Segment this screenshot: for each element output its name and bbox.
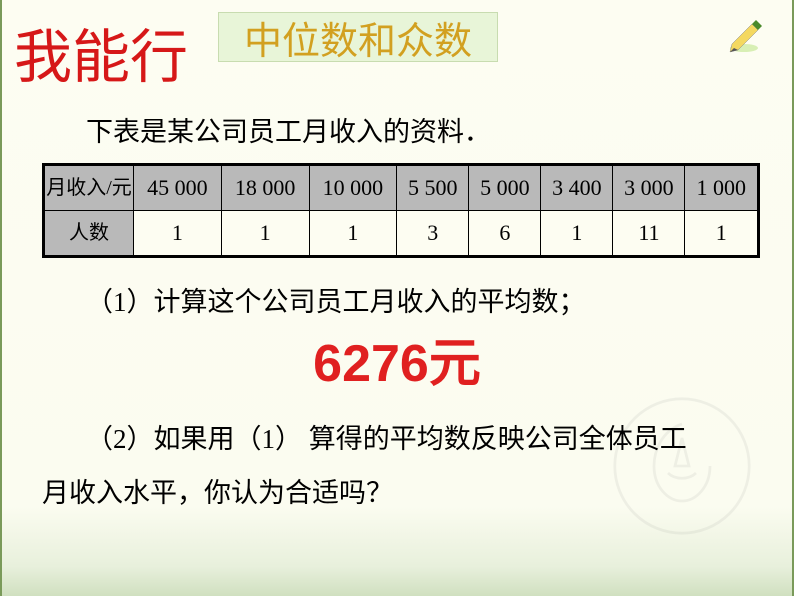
pencil-icon xyxy=(724,14,764,54)
table-cell: 5 000 xyxy=(469,165,541,211)
table-cell: 18 000 xyxy=(221,165,309,211)
page-title-red: 我能行 xyxy=(14,10,188,94)
content-area: 下表是某公司员工月收入的资料． 月收入/元 45 000 18 000 10 0… xyxy=(42,110,752,520)
table-row: 月收入/元 45 000 18 000 10 000 5 500 5 000 3… xyxy=(44,165,759,211)
table-cell: 45 000 xyxy=(134,165,222,211)
subtitle-text: 中位数和众数 xyxy=(244,10,472,65)
table-cell: 10 000 xyxy=(309,165,397,211)
table-cell: 3 000 xyxy=(613,165,685,211)
q2-line2: 月收入水平，你认为合适吗？ xyxy=(42,478,393,508)
table-cell: 5 500 xyxy=(397,165,469,211)
question-1: （1）计算这个公司员工月收入的平均数； xyxy=(86,280,752,319)
subtitle-box: 中位数和众数 xyxy=(218,12,498,62)
table-cell: 1 000 xyxy=(685,165,759,211)
table-cell: 11 xyxy=(613,211,685,257)
table-row: 人数 1 1 1 3 6 1 11 1 xyxy=(44,211,759,257)
question-2: （2）如果用（1） 算得的平均数反映公司全体员工 月收入水平，你认为合适吗？ xyxy=(42,412,752,520)
table-cell: 1 xyxy=(221,211,309,257)
intro-text: 下表是某公司员工月收入的资料． xyxy=(86,110,752,149)
q2-line1: （2）如果用（1） 算得的平均数反映公司全体员工 xyxy=(86,424,687,454)
table-cell: 3 400 xyxy=(541,165,613,211)
salary-table: 月收入/元 45 000 18 000 10 000 5 500 5 000 3… xyxy=(42,163,760,258)
answer-value: 6276元 xyxy=(42,321,752,396)
row-header-count: 人数 xyxy=(44,211,134,257)
table-cell: 1 xyxy=(309,211,397,257)
table-cell: 1 xyxy=(134,211,222,257)
table-cell: 3 xyxy=(397,211,469,257)
table-cell: 1 xyxy=(685,211,759,257)
row-header-income: 月收入/元 xyxy=(44,165,134,211)
table-cell: 6 xyxy=(469,211,541,257)
table-cell: 1 xyxy=(541,211,613,257)
